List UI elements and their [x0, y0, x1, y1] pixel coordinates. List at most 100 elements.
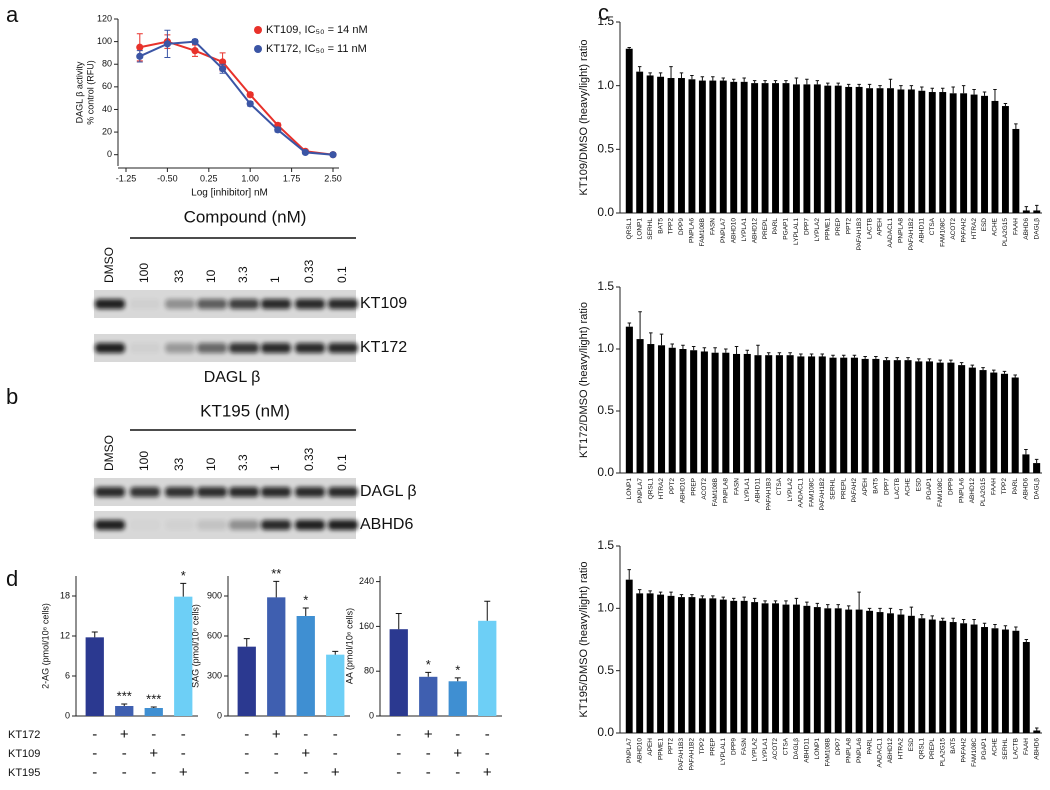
x-tick-label: DPP7: [804, 218, 811, 235]
error-bar: [669, 591, 673, 596]
x-tick-label: PNPLA6: [689, 218, 696, 243]
x-tick-label: ABHD6: [1023, 218, 1030, 240]
error-bar: [648, 72, 652, 76]
x-tick-label: FASN: [741, 738, 748, 755]
error-bar: [878, 85, 882, 89]
gel-band: [261, 487, 291, 497]
gel-band: [229, 299, 259, 309]
y-tick-label: 0.0: [597, 205, 614, 219]
error-bar: [970, 364, 975, 368]
bar: [893, 360, 901, 473]
error-bar: [826, 82, 830, 86]
error-bar: [961, 619, 966, 624]
bar: [668, 347, 676, 473]
treatment-sign: -: [244, 745, 249, 762]
y-axis-label: KT109/DMSO (heavy/light) ratio: [578, 40, 590, 196]
bar: [772, 603, 779, 733]
gel-title: KT195 (nM): [200, 401, 290, 420]
bar: [813, 84, 821, 213]
x-tick-label: LYPLA2: [751, 738, 758, 762]
error-bar: [992, 369, 996, 373]
error-bar: [961, 85, 966, 94]
treatment-sign: -: [92, 745, 97, 762]
x-tick-label: PREPL: [762, 218, 769, 240]
bar: [824, 608, 832, 733]
error-bar: [895, 357, 900, 361]
error-bar: [826, 604, 830, 609]
error-bar: [794, 597, 799, 605]
x-tick-label: ESD: [908, 738, 915, 752]
bar: [761, 603, 769, 733]
error-bar: [658, 72, 663, 77]
error-bar: [691, 346, 696, 351]
error-bar: [831, 354, 835, 358]
x-tick-label: PREPL: [929, 738, 936, 760]
error-bar: [681, 344, 685, 349]
bar: [792, 604, 800, 733]
error-bar: [332, 650, 339, 655]
bar: [958, 365, 966, 473]
treatment-name: KT195: [8, 767, 40, 779]
bar: [866, 88, 874, 213]
lane-label: 33: [172, 269, 186, 283]
x-tick-label: ACHE: [992, 217, 999, 236]
x-tick-label: ABHD11: [755, 478, 762, 503]
treatment-sign: -: [151, 764, 156, 781]
x-tick-label: HTRA2: [658, 478, 665, 500]
error-bar: [930, 615, 934, 620]
data-point: [136, 52, 144, 60]
gel-row-label: KT109: [360, 295, 407, 312]
treatment-sign: +: [120, 726, 129, 743]
bar: [751, 602, 759, 733]
treatment-sign: -: [274, 764, 279, 781]
gel-band: [130, 299, 160, 309]
x-tick-label: PAFAH2: [960, 738, 967, 763]
gel-band: [328, 520, 358, 530]
x-tick-label: PREP: [690, 478, 697, 496]
gel-band: [295, 520, 325, 530]
lane-label: 0.33: [302, 259, 316, 283]
bar: [845, 86, 853, 213]
x-tick-label: PPT2: [845, 218, 852, 235]
error-bar: [1024, 448, 1028, 455]
gel-band: [229, 487, 259, 497]
x-tick-label: DPP9: [948, 478, 955, 495]
x-tick-label: FAAH: [1013, 218, 1020, 235]
y-axis-label: 2-AG (pmol/10⁶ cells): [40, 603, 50, 689]
treatment-sign: -: [151, 726, 156, 743]
bar: [719, 599, 727, 733]
x-tick-label: PARL: [866, 738, 873, 755]
lane-label: DMSO: [102, 247, 116, 283]
gel-band: [130, 343, 160, 353]
data-point: [219, 65, 227, 73]
x-tick-label: ACOT2: [772, 738, 779, 760]
bar: [1022, 641, 1030, 733]
error-bar: [637, 66, 642, 72]
error-bar: [916, 358, 921, 362]
bar: [636, 71, 644, 213]
x-tick-label: FAM108C: [971, 738, 978, 767]
error-bar: [815, 602, 820, 608]
x-tick-label: LYPLA2: [814, 218, 821, 242]
error-bar: [906, 357, 910, 361]
x-tick-label: FASN: [733, 478, 740, 495]
x-tick-label: HTRA2: [898, 738, 905, 760]
error-bar: [670, 343, 674, 348]
bar: [782, 604, 790, 733]
error-bar: [846, 83, 851, 87]
lane-label: 100: [137, 263, 151, 283]
treatment-sign: -: [426, 745, 431, 762]
bar: [876, 88, 884, 213]
bar: [855, 609, 863, 733]
y-tick-label: 900: [207, 590, 222, 600]
lane-label: 100: [137, 451, 151, 471]
treatment-sign: +: [149, 745, 158, 762]
bar: [646, 75, 654, 213]
error-bar: [949, 359, 953, 363]
x-tick-label: LONP1: [626, 478, 633, 500]
x-tick-label: LYPLAL1: [720, 738, 727, 765]
treatment-sign: -: [333, 726, 338, 743]
x-tick-label: ABHD10: [636, 738, 643, 764]
gel-band: [229, 520, 259, 530]
bar: [829, 357, 837, 473]
